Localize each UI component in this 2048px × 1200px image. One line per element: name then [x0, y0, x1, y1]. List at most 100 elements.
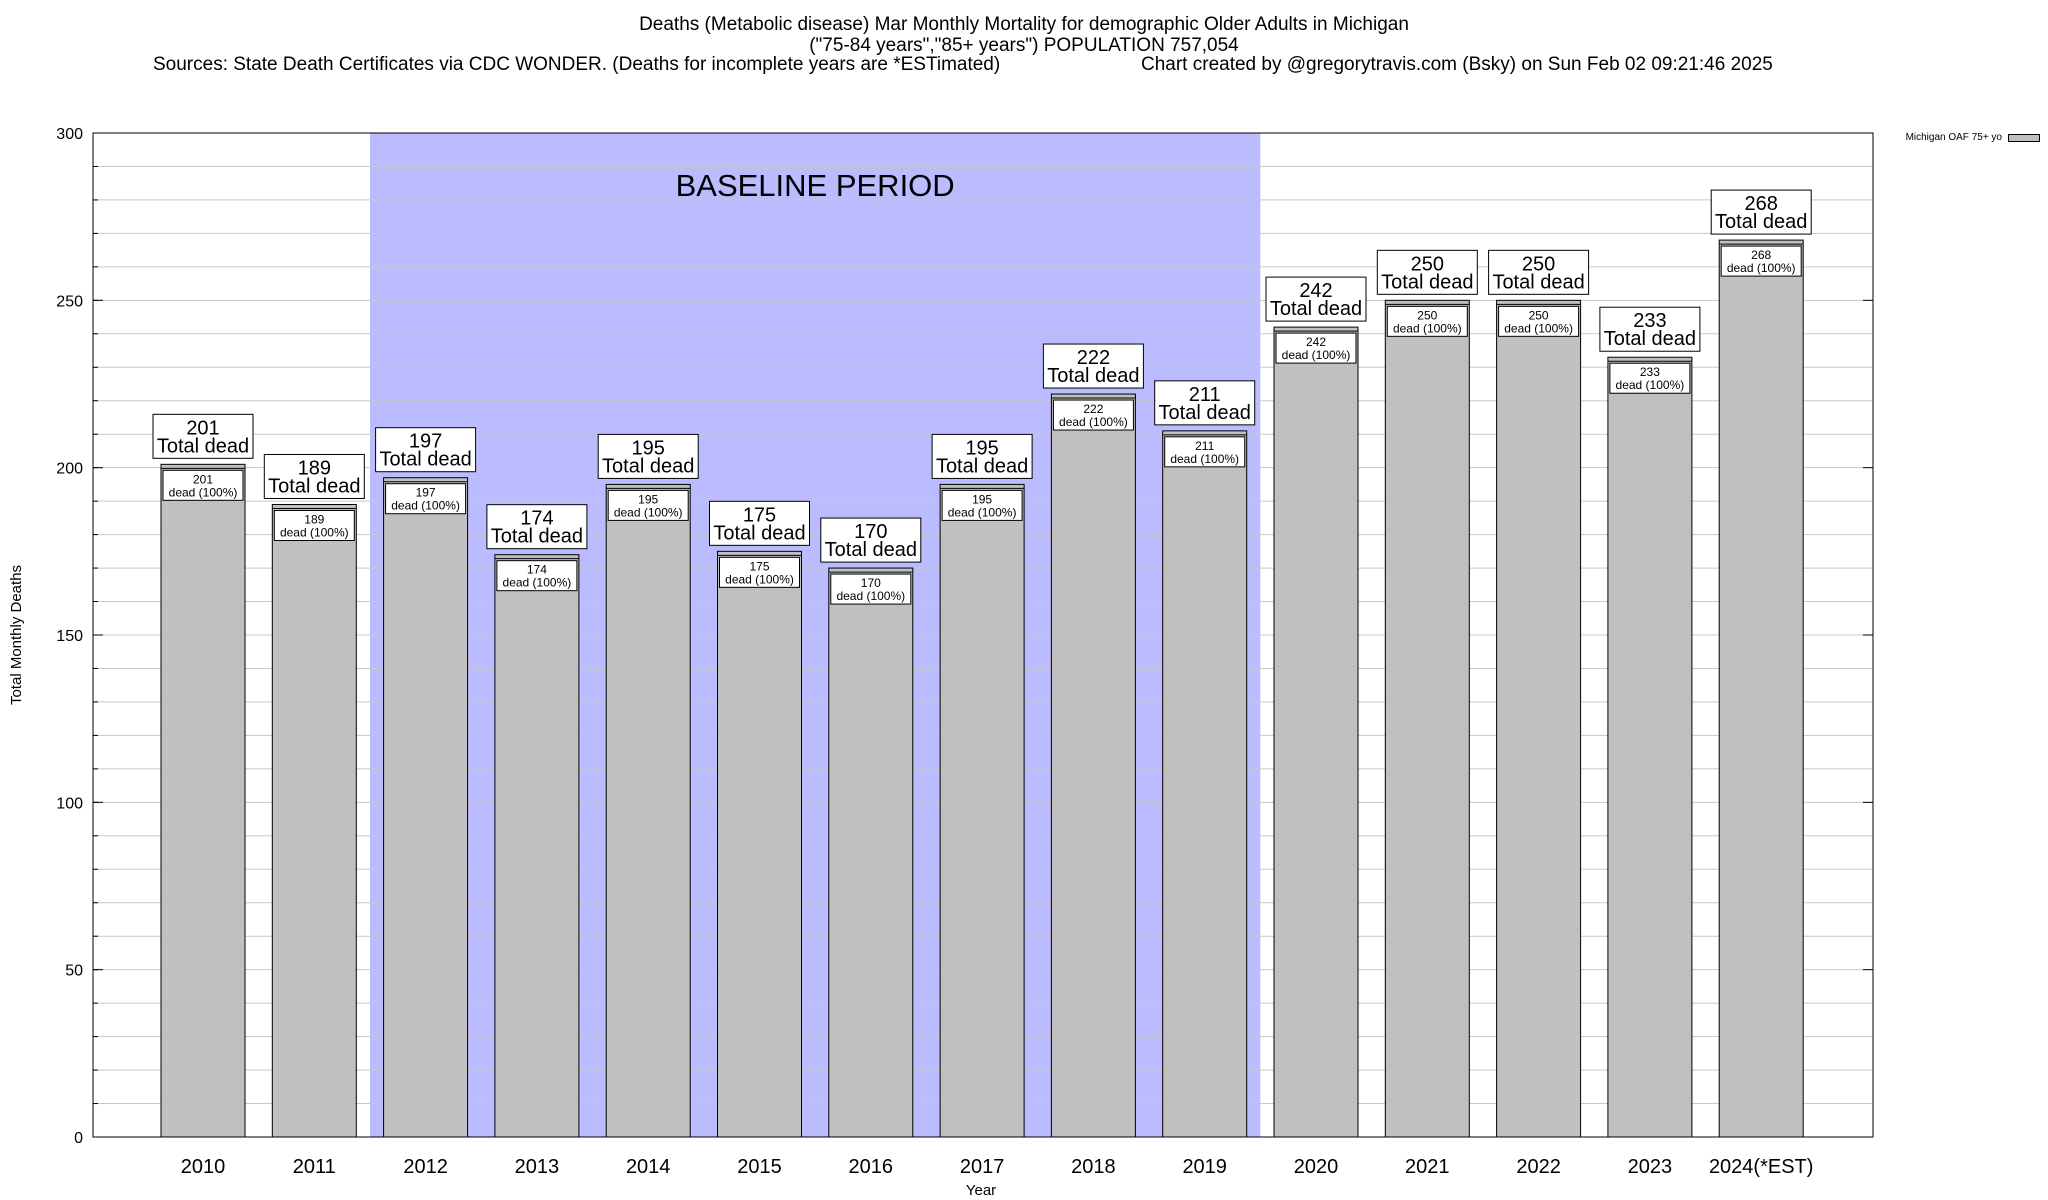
inner-value-label: 197 — [416, 486, 436, 500]
inner-label-box — [1052, 399, 1134, 431]
bar-2015 — [717, 550, 802, 1138]
outer-value-label: 195 — [965, 437, 998, 459]
bar-2020 — [1273, 326, 1359, 1138]
outer-label-box — [931, 433, 1033, 479]
outer-total-label: Total dead — [1381, 271, 1473, 293]
inner-label-box — [719, 556, 800, 588]
bar-2014 — [605, 483, 691, 1138]
outer-total-label: Total dead — [936, 455, 1028, 477]
outer-total-label: Total dead — [491, 526, 583, 548]
outer-total-label: Total dead — [1159, 402, 1251, 424]
inner-label-box — [496, 560, 578, 592]
inner-percent-label: dead (100%) — [1504, 321, 1573, 335]
inner-label-box — [385, 483, 467, 515]
bar-2022 — [1496, 299, 1582, 1138]
inner-value-label: 189 — [304, 512, 324, 526]
inner-value-label: 174 — [527, 563, 547, 577]
inner-label-box — [941, 489, 1023, 521]
inner-value-label: 175 — [749, 559, 769, 573]
inner-value-label: 195 — [638, 492, 658, 506]
x-tick-label: 2019 — [1182, 1156, 1227, 1178]
x-tick-label: 2013 — [515, 1156, 560, 1178]
legend-label: Michigan OAF 75+ yo — [1905, 132, 2002, 143]
chart-title: Deaths (Metabolic disease) Mar Monthly M… — [0, 14, 2048, 56]
x-tick-label: 2021 — [1405, 1156, 1450, 1178]
outer-label-box — [1042, 343, 1144, 389]
x-tick-label: 2024(*EST) — [1709, 1156, 1814, 1178]
outer-label-box — [375, 427, 477, 473]
y-axis-label: Total Monthly Deaths — [8, 565, 25, 705]
inner-value-label: 195 — [972, 492, 992, 506]
bar-2010 — [160, 463, 246, 1138]
outer-value-label: 222 — [1077, 347, 1110, 369]
inner-percent-label: dead (100%) — [725, 572, 794, 586]
inner-value-label: 250 — [1529, 308, 1549, 322]
inner-value-label: 268 — [1751, 248, 1771, 262]
inner-percent-label: dead (100%) — [1616, 378, 1685, 392]
bar-2016 — [828, 567, 914, 1138]
outer-label-box — [1265, 276, 1367, 322]
inner-label-box — [1386, 305, 1468, 337]
x-tick-label: 2014 — [626, 1156, 671, 1178]
inner-label-box — [1275, 332, 1357, 364]
inner-label-box — [162, 469, 244, 501]
bar-2011 — [271, 503, 357, 1138]
chart-credit: Chart created by @gregorytravis.com (Bsk… — [1141, 54, 1773, 75]
outer-value-label: 242 — [1299, 280, 1332, 302]
outer-label-box — [1154, 380, 1256, 426]
legend: Michigan OAF 75+ yo — [1906, 132, 2040, 143]
x-tick-label: 2011 — [293, 1156, 336, 1178]
outer-total-label: Total dead — [157, 435, 249, 457]
outer-label-box — [1710, 189, 1812, 235]
y-tick-label: 100 — [56, 795, 83, 812]
y-tick-label: 150 — [56, 628, 83, 645]
outer-value-label: 174 — [520, 508, 553, 530]
bar-2024(*EST) — [1718, 239, 1804, 1138]
outer-label-box — [1376, 249, 1478, 295]
x-tick-label: 2015 — [737, 1156, 782, 1178]
y-tick-label: 0 — [74, 1130, 83, 1147]
outer-total-label: Total dead — [1270, 298, 1362, 320]
inner-label-box — [607, 489, 689, 521]
outer-total-label: Total dead — [825, 539, 917, 561]
inner-percent-label: dead (100%) — [1727, 261, 1796, 275]
outer-total-label: Total dead — [379, 449, 471, 471]
outer-value-label: 197 — [409, 431, 442, 453]
title-line-2: ("75-84 years","85+ years") POPULATION 7… — [809, 35, 1239, 56]
outer-value-label: 250 — [1411, 253, 1444, 275]
inner-label-box — [273, 509, 355, 541]
outer-value-label: 268 — [1745, 193, 1778, 215]
inner-label-box — [830, 573, 912, 605]
baseline-label: BASELINE PERIOD — [676, 168, 955, 203]
outer-total-label: Total dead — [713, 522, 805, 544]
outer-value-label: 175 — [743, 504, 776, 526]
inner-value-label: 211 — [1195, 439, 1214, 453]
inner-percent-label: dead (100%) — [280, 525, 349, 539]
inner-percent-label: dead (100%) — [391, 499, 460, 513]
x-tick-label: 2010 — [181, 1156, 226, 1178]
outer-label-box — [709, 500, 810, 546]
inner-percent-label: dead (100%) — [1059, 415, 1128, 429]
y-tick-label: 300 — [56, 126, 83, 143]
outer-label-box — [486, 504, 588, 550]
legend-swatch — [2008, 133, 2040, 142]
outer-value-label: 195 — [632, 437, 665, 459]
outer-value-label: 201 — [186, 417, 219, 439]
y-tick-label: 250 — [56, 293, 83, 310]
bar-2021 — [1384, 299, 1470, 1138]
outer-total-label: Total dead — [268, 475, 360, 497]
inner-label-box — [1164, 436, 1246, 468]
inner-label-box — [1609, 362, 1691, 394]
x-tick-label: 2018 — [1071, 1156, 1116, 1178]
inner-label-box — [1720, 245, 1802, 277]
y-tick-label: 200 — [56, 461, 83, 478]
bar-2018 — [1050, 393, 1136, 1138]
inner-value-label: 242 — [1306, 335, 1326, 349]
outer-label-box — [820, 517, 922, 563]
inner-value-label: 233 — [1640, 365, 1660, 379]
x-tick-label: 2022 — [1516, 1156, 1561, 1178]
bar-2019 — [1162, 430, 1248, 1138]
inner-percent-label: dead (100%) — [1393, 321, 1462, 335]
outer-label-box — [597, 433, 699, 479]
